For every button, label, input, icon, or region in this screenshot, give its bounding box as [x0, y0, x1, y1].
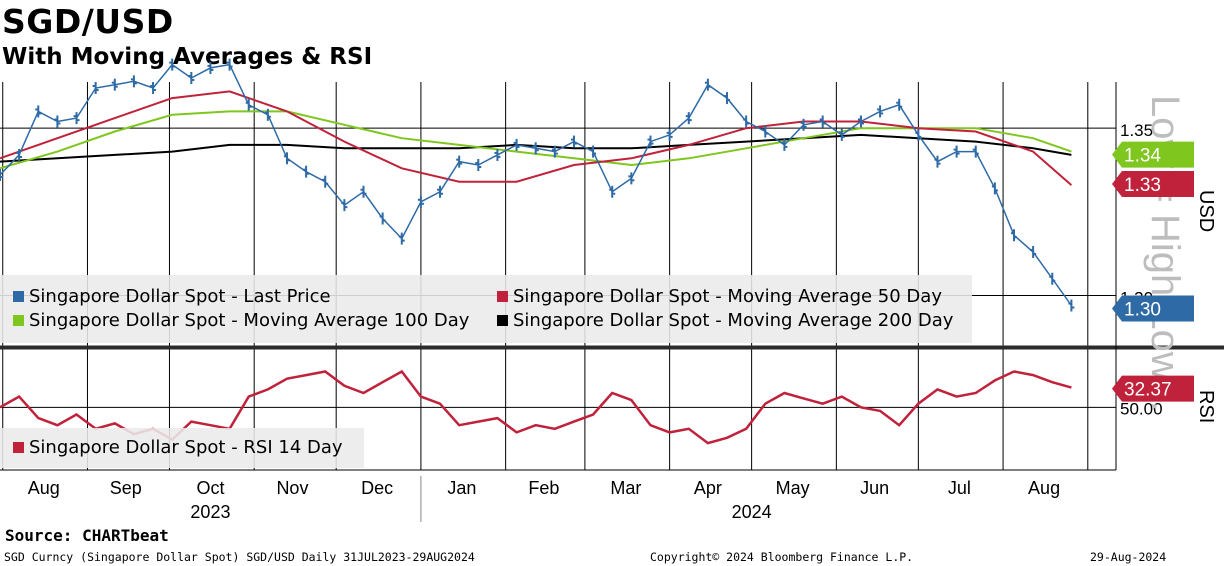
legend-swatch-rsi	[13, 442, 24, 453]
ma50-value-flag: 1.33	[1112, 171, 1194, 198]
legend-label-ma100: Singapore Dollar Spot - Moving Average 1…	[29, 310, 470, 331]
year-label: 2024	[732, 502, 772, 522]
ma50-value-flag-text: 1.33	[1124, 175, 1161, 196]
x-tick-label: Oct	[196, 478, 224, 498]
chart-title: SGD/USD	[2, 2, 174, 41]
price-tick-label: 1.35	[1120, 121, 1153, 140]
x-tick-label: May	[776, 478, 810, 498]
legend-swatch-ma50	[497, 291, 508, 302]
legend-label-rsi: Singapore Dollar Spot - RSI 14 Day	[29, 437, 343, 458]
legend-item-ma100: Singapore Dollar Spot - Moving Average 1…	[13, 310, 469, 331]
price-axis-label: USD	[1195, 190, 1217, 232]
rsi-value-flag: 32.37	[1112, 375, 1194, 402]
timestamp: 29-Aug-2024 07:21:35	[1090, 550, 1167, 566]
rsi-tick-label: 50.00	[1120, 399, 1163, 418]
rsi-value-flag-text: 32.37	[1124, 380, 1172, 401]
year-label: 2023	[190, 502, 230, 522]
price-value-flag: 1.30	[1112, 295, 1194, 322]
chart-subtitle: With Moving Averages & RSI	[2, 44, 373, 70]
x-tick-label: Aug	[28, 478, 60, 498]
source-note: Source: CHARTbeat	[5, 526, 169, 545]
price-legend: Singapore Dollar Spot - Last Price Singa…	[0, 275, 972, 343]
x-tick-label: Apr	[694, 478, 722, 498]
price-bars	[0, 58, 1075, 312]
legend-item-rsi: Singapore Dollar Spot - RSI 14 Day	[13, 437, 343, 458]
rsi-legend: Singapore Dollar Spot - RSI 14 Day	[0, 428, 364, 468]
legend-item-price: Singapore Dollar Spot - Last Price	[13, 286, 331, 307]
x-tick-label: Feb	[528, 478, 559, 498]
ma100-value-flag: 1.34	[1112, 141, 1194, 168]
ma50-line	[0, 90, 1073, 186]
rsi-value-flag-shape	[1112, 375, 1194, 402]
rsi-axis-label: RSI	[1195, 390, 1217, 423]
x-tick-label: Jul	[948, 478, 971, 498]
copyright-note: Copyright© 2024 Bloomberg Finance L.P.	[650, 550, 914, 564]
x-tick-label: Aug	[1028, 478, 1060, 498]
x-tick-label: Sep	[110, 478, 142, 498]
x-tick-label: Nov	[276, 478, 308, 498]
ma100-value-flag-text: 1.34	[1124, 146, 1161, 167]
legend-swatch-price	[13, 291, 24, 302]
ma100-line	[0, 110, 1072, 170]
legend-swatch-ma200	[497, 315, 508, 326]
x-tick-label: Jan	[447, 478, 476, 498]
price-value-flag-shape	[1112, 295, 1194, 322]
ma100-value-flag-shape	[1112, 141, 1194, 168]
price-value-flag-text: 1.30	[1124, 300, 1161, 321]
legend-item-ma200: Singapore Dollar Spot - Moving Average 2…	[497, 310, 953, 331]
x-tick-label: Jun	[860, 478, 889, 498]
ma200-line	[0, 133, 1072, 163]
x-tick-label: Mar	[610, 478, 641, 498]
legend-item-ma50: Singapore Dollar Spot - Moving Average 5…	[497, 286, 942, 307]
legend-label-ma200: Singapore Dollar Spot - Moving Average 2…	[513, 310, 954, 331]
ticker-info: SGD Curncy (Singapore Dollar Spot) SGD/U…	[4, 550, 475, 564]
legend-label-price: Singapore Dollar Spot - Last Price	[29, 286, 331, 307]
ma50-value-flag-shape	[1112, 171, 1194, 198]
price-line	[0, 63, 1073, 306]
legend-swatch-ma100	[13, 315, 24, 326]
legend-label-ma50: Singapore Dollar Spot - Moving Average 5…	[513, 286, 942, 307]
x-tick-label: Dec	[361, 478, 393, 498]
